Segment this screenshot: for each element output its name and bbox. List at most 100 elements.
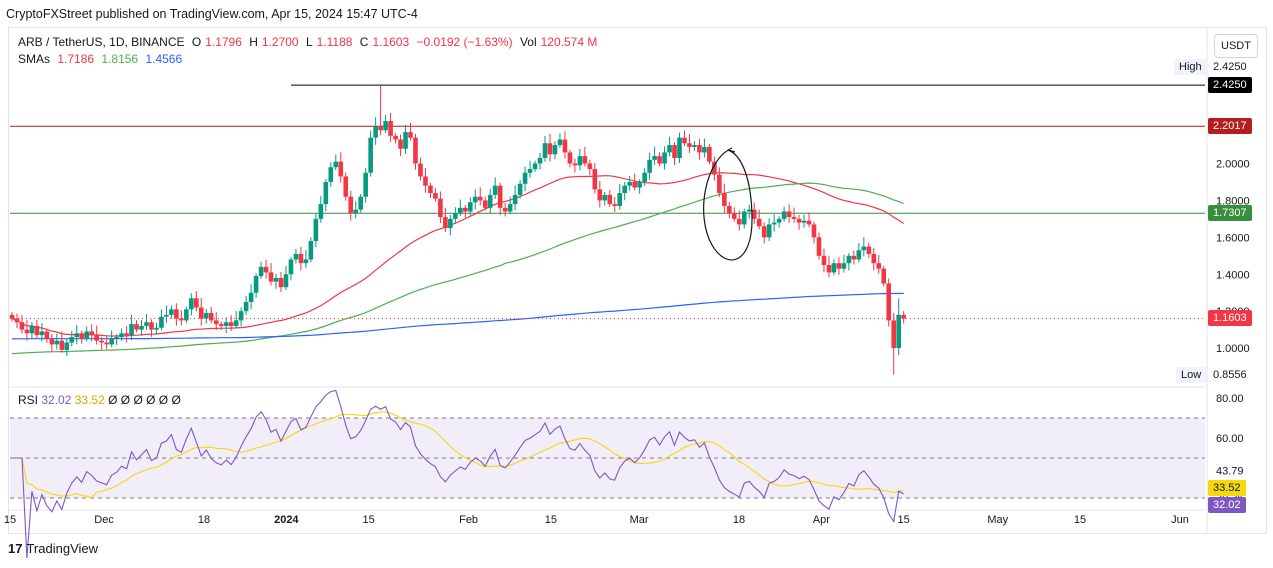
candle-body <box>213 320 219 325</box>
candle-body <box>149 322 154 330</box>
footer-brand[interactable]: 17 TradingView <box>8 541 98 556</box>
candle-body <box>607 194 613 205</box>
candle-body <box>552 145 558 155</box>
change-value: −0.0192 (−1.63%) <box>416 35 513 49</box>
candle-body <box>413 137 418 164</box>
candle-body <box>487 194 493 208</box>
candle-body <box>263 266 269 273</box>
rsi-ma-value: 33.52 <box>74 393 105 407</box>
candle-body <box>428 185 433 194</box>
candle-body <box>308 241 314 260</box>
sma-200-line <box>11 292 904 340</box>
candle-body <box>587 163 593 170</box>
candle-body <box>34 325 40 336</box>
candle-body <box>851 255 857 260</box>
candle-body <box>746 209 752 212</box>
candle-body <box>29 325 35 334</box>
candle-body <box>144 322 149 326</box>
candle-body <box>826 265 832 273</box>
candle-body <box>114 337 119 339</box>
candle-body <box>751 209 757 219</box>
candle-body <box>169 309 174 315</box>
candle-body <box>876 263 882 269</box>
candle-body <box>766 224 772 238</box>
candle-body <box>129 324 134 336</box>
rsi-empty-values: Ø Ø Ø Ø Ø Ø <box>108 393 181 407</box>
candle-body <box>542 143 548 158</box>
candle-body <box>682 137 687 144</box>
rsi-label[interactable]: RSI <box>18 393 39 407</box>
candle-body <box>238 311 244 321</box>
sma-label[interactable]: SMAs <box>18 52 51 66</box>
close-label: C <box>359 35 369 49</box>
high-tag-label: High <box>1174 59 1207 76</box>
candle-body <box>492 185 498 195</box>
candle-body <box>512 194 518 205</box>
vol-value: 120.574 M <box>540 35 598 49</box>
candle-body <box>119 333 124 338</box>
candle-body <box>388 121 393 136</box>
candle-body <box>866 246 872 254</box>
candle-body <box>368 137 373 173</box>
candle-body <box>353 209 359 214</box>
candle-body <box>592 169 598 190</box>
tradingview-logo-icon: 17 <box>8 541 23 556</box>
candle-body <box>871 253 877 264</box>
candle-body <box>776 218 782 223</box>
time-tick-label: May <box>987 514 1008 526</box>
symbol-title[interactable]: ARB / TetherUS, 1D, BINANCE <box>18 35 185 49</box>
candle-body <box>159 316 164 328</box>
candle-body <box>463 207 468 212</box>
rsi-tick-label: 80.00 <box>1216 393 1244 405</box>
sma2-value: 1.8156 <box>101 52 139 66</box>
high-value: 1.2700 <box>261 35 299 49</box>
candle-body <box>472 196 478 203</box>
candle-body <box>373 126 378 138</box>
candle-body <box>567 152 573 164</box>
rsi-ma-tag: 33.52 <box>1208 479 1246 496</box>
low-label: L <box>305 35 313 49</box>
open-label: O <box>191 35 202 49</box>
candle-body <box>288 259 294 275</box>
candle-body <box>348 196 354 214</box>
candle-body <box>453 213 458 219</box>
candle-body <box>328 167 334 182</box>
candle-body <box>537 157 543 164</box>
candle-body <box>458 207 463 214</box>
candle-body <box>901 314 906 319</box>
currency-button[interactable]: USDT <box>1214 34 1258 58</box>
candle-body <box>313 218 319 242</box>
candle-body <box>756 218 762 227</box>
candle-body <box>707 146 712 162</box>
candle-body <box>44 331 50 339</box>
high-tag-value: 2.4250 <box>1208 59 1252 76</box>
time-tick-label: 15 <box>363 514 375 526</box>
price-tick-label: 1.6000 <box>1216 232 1250 244</box>
candle-body <box>393 135 398 140</box>
sma-50-line <box>11 172 905 337</box>
candle-body <box>786 211 792 218</box>
candle-body <box>443 217 448 229</box>
candle-body <box>692 145 697 147</box>
candle-body <box>861 246 867 251</box>
candle-body <box>736 218 742 225</box>
candle-body <box>378 126 383 131</box>
candle-body <box>298 253 304 264</box>
candle-body <box>179 318 184 321</box>
candle-body <box>557 139 563 146</box>
price-tick-label: 1.0000 <box>1216 343 1250 355</box>
candle-body <box>732 213 737 219</box>
time-tick-label: 15 <box>1074 514 1086 526</box>
candle-body <box>547 143 553 155</box>
candle-body <box>203 313 209 319</box>
time-tick-label: 15 <box>4 514 16 526</box>
candle-body <box>273 277 279 282</box>
time-tick-label: 2024 <box>274 514 299 526</box>
candle-body <box>886 283 892 321</box>
candle-body <box>806 220 812 225</box>
candle-body <box>403 132 408 149</box>
time-tick-label: Feb <box>459 514 478 526</box>
candle-body <box>687 143 692 147</box>
time-tick-label: 15 <box>545 514 557 526</box>
